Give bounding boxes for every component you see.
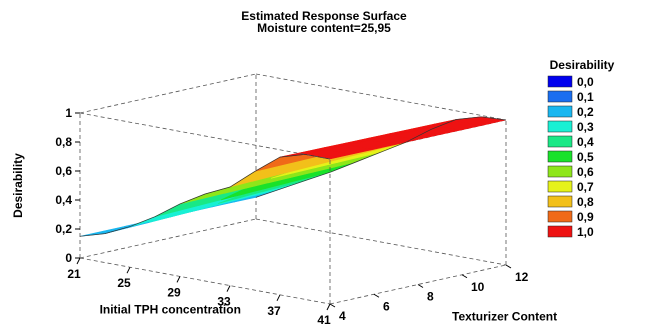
legend-swatch bbox=[547, 225, 573, 238]
y-tick-mark bbox=[329, 303, 336, 308]
z-axis-label: Desirability bbox=[11, 153, 25, 218]
legend-label: 1,0 bbox=[577, 225, 594, 239]
x-tick-label: 21 bbox=[67, 267, 81, 281]
y-tick-label: 10 bbox=[471, 280, 485, 294]
legend-swatch bbox=[547, 180, 573, 193]
legend-label: 0,9 bbox=[577, 210, 594, 224]
x-tick-mark bbox=[276, 294, 281, 302]
legend-label: 0,8 bbox=[577, 195, 594, 209]
z-tick-label: 0,2 bbox=[55, 222, 72, 236]
legend-title: Desirability bbox=[550, 58, 615, 72]
x-tick-mark bbox=[76, 257, 81, 265]
box-edge bbox=[79, 112, 331, 160]
z-tick-label: 0,8 bbox=[55, 135, 72, 149]
y-tick-mark bbox=[373, 293, 380, 298]
x-axis-label: Initial TPH concentration bbox=[100, 303, 241, 317]
box-edge bbox=[255, 73, 507, 121]
response-surface bbox=[79, 116, 507, 237]
x-tick-label: 25 bbox=[117, 276, 131, 290]
box-edge bbox=[79, 218, 257, 259]
legend-label: 0,4 bbox=[577, 135, 594, 149]
box-edge bbox=[79, 73, 257, 114]
chart-title: Estimated Response Surface bbox=[241, 9, 407, 23]
y-tick-mark bbox=[505, 264, 512, 269]
plot-box-front bbox=[79, 112, 507, 305]
box-edge bbox=[329, 264, 507, 305]
legend-label: 0,5 bbox=[577, 150, 594, 164]
legend-label: 0,6 bbox=[577, 165, 594, 179]
y-tick-label: 12 bbox=[515, 270, 529, 284]
legend-swatch bbox=[547, 75, 573, 88]
x-tick-label: 29 bbox=[167, 285, 181, 299]
z-tick-label: 1 bbox=[65, 106, 72, 120]
legend-swatch bbox=[547, 90, 573, 103]
x-tick-mark bbox=[126, 266, 131, 274]
y-axis-label: Texturizer Content bbox=[452, 310, 557, 324]
surface-far-edge bbox=[255, 116, 507, 198]
legend-swatch bbox=[547, 195, 573, 208]
legend-label: 0,7 bbox=[577, 180, 594, 194]
legend-label: 0,2 bbox=[577, 105, 594, 119]
x-tick-label: 37 bbox=[267, 304, 281, 318]
surface-near-edge bbox=[79, 154, 331, 237]
x-tick-mark bbox=[176, 276, 181, 283]
z-tick-label: 0,4 bbox=[55, 193, 72, 207]
z-tick-label: 0 bbox=[65, 251, 72, 265]
axes: 0 0,2 0,4 0,6 0,8 1 Desirability 21 25 29 33 37 41 In… bbox=[11, 106, 557, 324]
y-tick-label: 6 bbox=[383, 299, 390, 313]
surface-patch bbox=[129, 210, 178, 227]
legend-label: 0,3 bbox=[577, 120, 594, 134]
legend-swatch bbox=[547, 135, 573, 148]
legend: Desirability 0,00,10,20,30,40,50,60,70,80… bbox=[547, 58, 615, 239]
z-tick-label: 0,6 bbox=[55, 164, 72, 178]
legend-swatch bbox=[547, 120, 573, 133]
x-tick-label: 41 bbox=[317, 313, 331, 324]
box-edge bbox=[255, 218, 507, 266]
x-tick-label: 33 bbox=[217, 295, 231, 309]
chart-subtitle: Moisture content=25,95 bbox=[257, 21, 391, 35]
legend-swatch bbox=[547, 150, 573, 163]
box-edge bbox=[79, 257, 331, 305]
legend-swatch bbox=[547, 210, 573, 223]
legend-label: 0,0 bbox=[577, 75, 594, 89]
y-tick-label: 4 bbox=[339, 309, 346, 323]
legend-swatch bbox=[547, 105, 573, 118]
y-tick-label: 8 bbox=[427, 290, 434, 304]
x-tick-mark bbox=[226, 285, 231, 292]
y-tick-mark bbox=[461, 274, 468, 279]
legend-swatch bbox=[547, 165, 573, 178]
legend-label: 0,1 bbox=[577, 90, 594, 104]
y-tick-mark bbox=[417, 284, 424, 288]
x-tick-mark bbox=[326, 303, 331, 311]
